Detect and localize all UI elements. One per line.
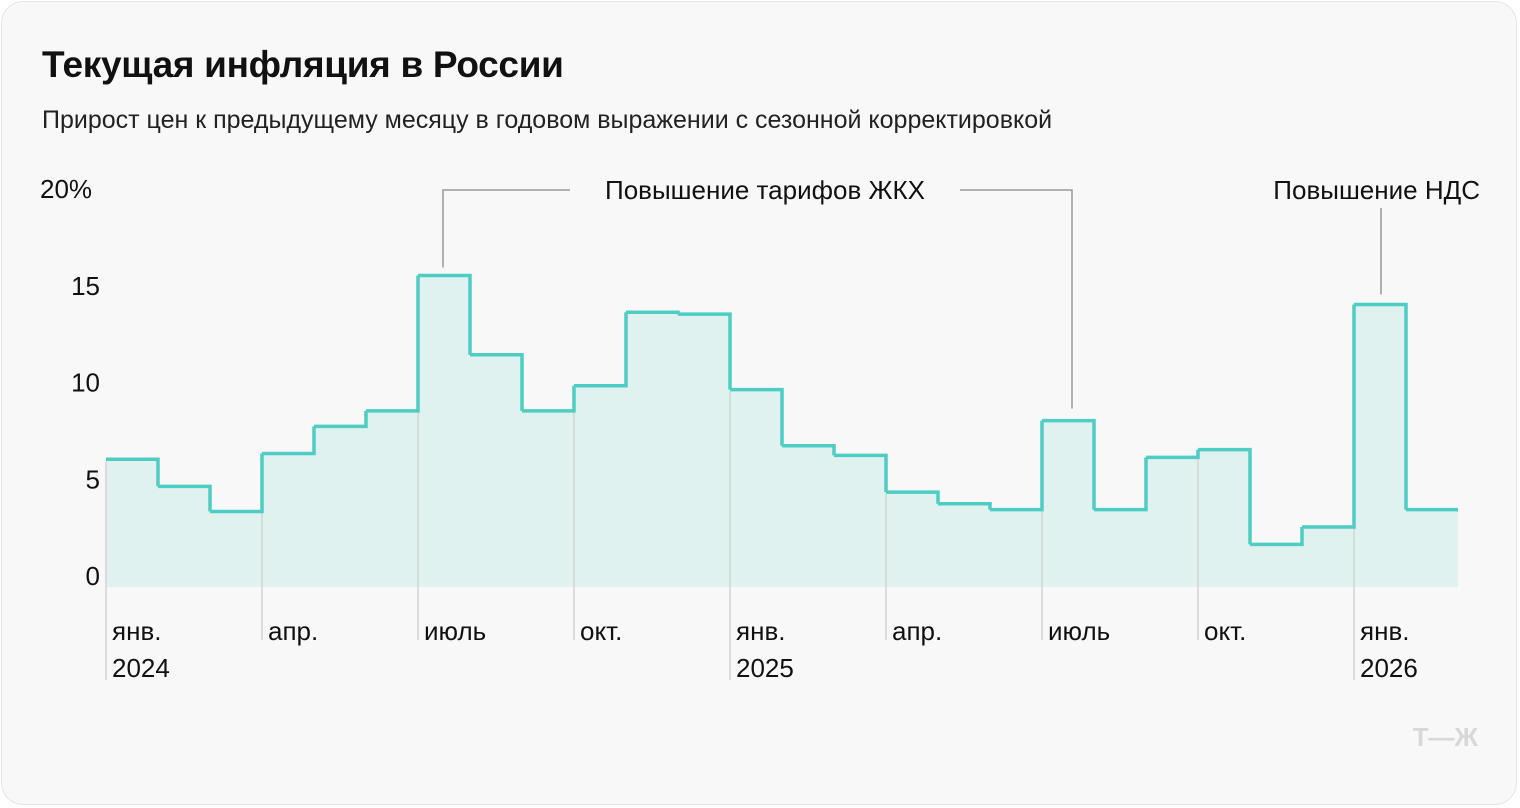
annotation-line: [960, 189, 1073, 409]
step-2024-12: [678, 312, 732, 390]
chart-title: Текущая инфляция в России: [42, 44, 564, 85]
step-2024-02: [158, 484, 212, 512]
y-tick-label: 20%: [40, 174, 92, 204]
step-2025-01: [730, 387, 784, 446]
x-tick-label: окт.: [1204, 616, 1246, 646]
step-2024-01: [106, 457, 160, 487]
step-2025-04: [886, 490, 940, 504]
y-tick-label: 5: [86, 464, 100, 494]
x-tick-label: апр.: [268, 616, 318, 646]
step-2024-11: [626, 310, 680, 315]
step-2024-09: [522, 385, 576, 413]
x-tick-year: 2024: [112, 653, 170, 683]
step-2025-02: [782, 443, 836, 456]
step-2025-03: [834, 453, 888, 493]
x-tick-label: июль: [1048, 616, 1110, 646]
step-2024-05: [314, 410, 368, 429]
x-tick-year: 2025: [736, 653, 794, 683]
x-tick-label: апр.: [892, 616, 942, 646]
x-tick-label: янв.: [112, 616, 161, 646]
annotation-line: [442, 189, 570, 268]
x-tick-year: 2026: [1360, 653, 1418, 683]
step-2025-07: [1042, 418, 1096, 510]
x-tick-label: янв.: [736, 616, 785, 646]
annotation-vat: Повышение НДС: [1273, 175, 1480, 205]
annotation-housing-tariffs: Повышение тарифов ЖКХ: [605, 175, 925, 205]
chart-subtitle: Прирост цен к предыдущему месяцу в годов…: [42, 106, 1053, 134]
step-2024-04: [262, 426, 316, 456]
step-2025-12: [1302, 304, 1356, 529]
y-tick-label: 15: [71, 271, 100, 301]
logo: Т—Ж: [1413, 722, 1479, 752]
x-tick-label: окт.: [580, 616, 622, 646]
step-2026-01: [1354, 302, 1408, 510]
step-2025-11: [1250, 527, 1304, 547]
step-2025-08: [1094, 457, 1148, 512]
x-tick-label: янв.: [1360, 616, 1409, 646]
step-2024-03: [210, 453, 264, 514]
step-2024-08: [470, 353, 524, 411]
step-2024-06: [366, 275, 420, 413]
step-2025-09: [1146, 449, 1200, 460]
x-tick-label: июль: [424, 616, 486, 646]
step-2025-05: [938, 502, 992, 510]
step-2024-07: [418, 273, 472, 355]
y-tick-label: 10: [71, 368, 100, 398]
step-2025-10: [1198, 447, 1252, 545]
y-tick-label: 0: [86, 561, 100, 591]
step-2025-06: [990, 420, 1044, 512]
step-2024-10: [574, 312, 628, 388]
